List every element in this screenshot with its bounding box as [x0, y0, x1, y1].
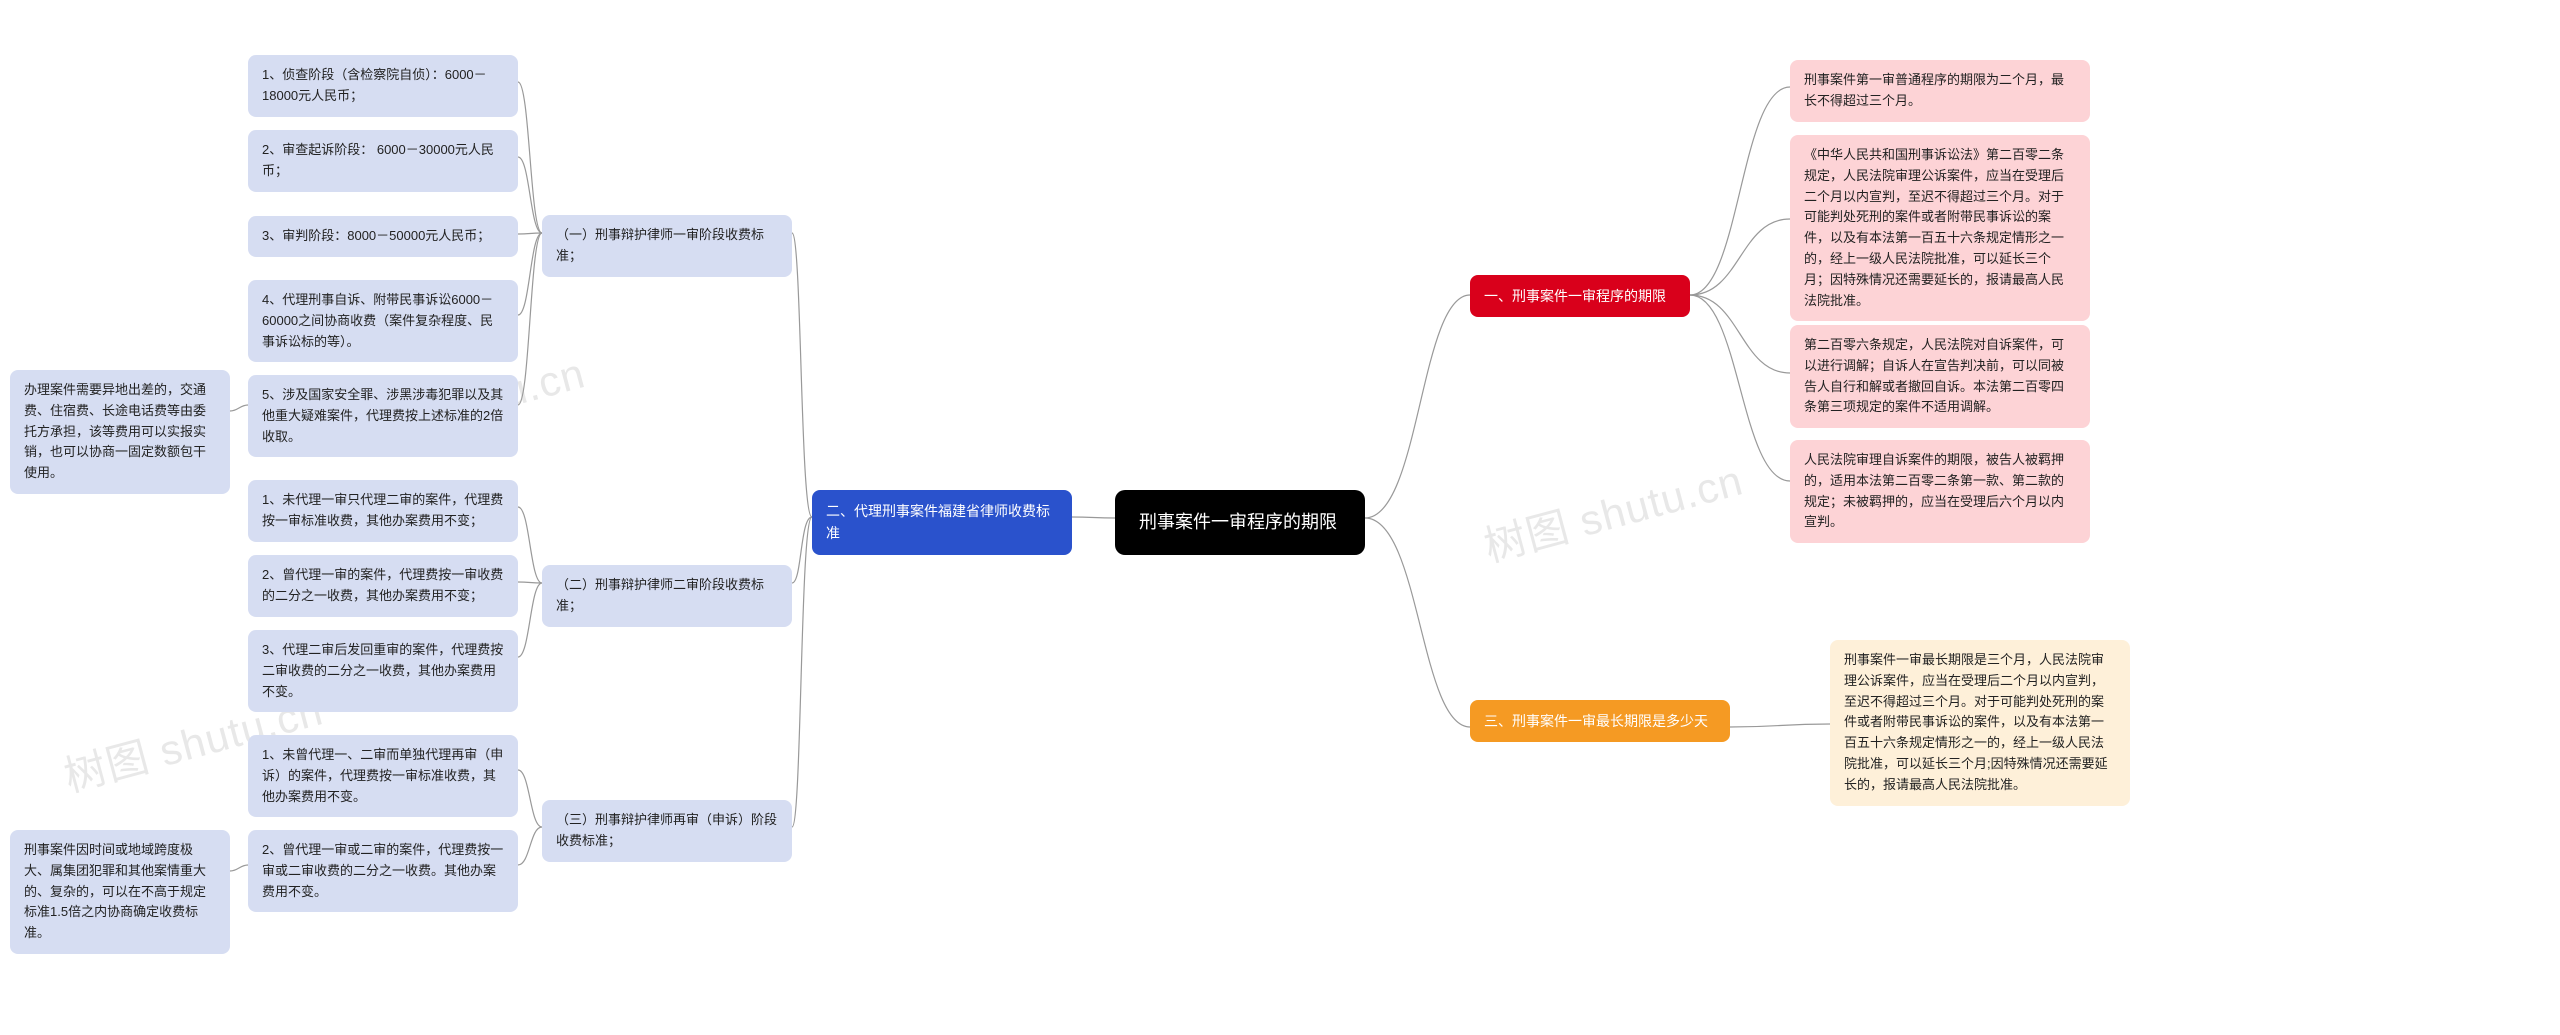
- branch-2[interactable]: 二、代理刑事案件福建省律师收费标准: [812, 490, 1072, 555]
- branch-1-item-4: 人民法院审理自诉案件的期限，被告人被羁押的，适用本法第二百零二条第一款、第二款的…: [1790, 440, 2090, 543]
- watermark: 树图 shutu.cn: [1477, 447, 1749, 575]
- section-1-item-3: 3、审判阶段：8000－50000元人民币；: [248, 216, 518, 257]
- section-3-item-2: 2、曾代理一审或二审的案件，代理费按一审或二审收费的二分之一收费。其他办案费用不…: [248, 830, 518, 912]
- branch-3-item-1: 刑事案件一审最长期限是三个月，人民法院审理公诉案件，应当在受理后二个月以内宣判，…: [1830, 640, 2130, 806]
- section-1-item-5-note: 办理案件需要异地出差的，交通费、住宿费、长途电话费等由委托方承担，该等费用可以实…: [10, 370, 230, 494]
- branch-1[interactable]: 一、刑事案件一审程序的期限: [1470, 275, 1690, 317]
- section-1-item-5: 5、涉及国家安全罪、涉黑涉毒犯罪以及其他重大疑难案件，代理费按上述标准的2倍收取…: [248, 375, 518, 457]
- section-3-item-2-note: 刑事案件因时间或地域跨度极大、属集团犯罪和其他案情重大的、复杂的，可以在不高于规…: [10, 830, 230, 954]
- section-3-item-1: 1、未曾代理一、二审而单独代理再审（申诉）的案件，代理费按一审标准收费，其他办案…: [248, 735, 518, 817]
- branch-3[interactable]: 三、刑事案件一审最长期限是多少天: [1470, 700, 1730, 742]
- branch-1-item-3: 第二百零六条规定，人民法院对自诉案件，可以进行调解；自诉人在宣告判决前，可以同被…: [1790, 325, 2090, 428]
- section-2-item-2: 2、曾代理一审的案件，代理费按一审收费的二分之一收费，其他办案费用不变；: [248, 555, 518, 617]
- section-2-item-1: 1、未代理一审只代理二审的案件，代理费按一审标准收费，其他办案费用不变；: [248, 480, 518, 542]
- section-3[interactable]: （三）刑事辩护律师再审（申诉）阶段收费标准；: [542, 800, 792, 862]
- section-1-item-1: 1、侦查阶段（含检察院自侦）：6000－18000元人民币；: [248, 55, 518, 117]
- section-1-item-4: 4、代理刑事自诉、附带民事诉讼6000－60000之间协商收费（案件复杂程度、民…: [248, 280, 518, 362]
- section-2[interactable]: （二）刑事辩护律师二审阶段收费标准；: [542, 565, 792, 627]
- section-1[interactable]: （一）刑事辩护律师一审阶段收费标准；: [542, 215, 792, 277]
- section-1-item-2: 2、审查起诉阶段： 6000－30000元人民币；: [248, 130, 518, 192]
- center-node[interactable]: 刑事案件一审程序的期限: [1115, 490, 1365, 555]
- branch-1-item-2: 《中华人民共和国刑事诉讼法》第二百零二条规定，人民法院审理公诉案件，应当在受理后…: [1790, 135, 2090, 321]
- branch-1-item-1: 刑事案件第一审普通程序的期限为二个月，最长不得超过三个月。: [1790, 60, 2090, 122]
- section-2-item-3: 3、代理二审后发回重审的案件，代理费按二审收费的二分之一收费，其他办案费用不变。: [248, 630, 518, 712]
